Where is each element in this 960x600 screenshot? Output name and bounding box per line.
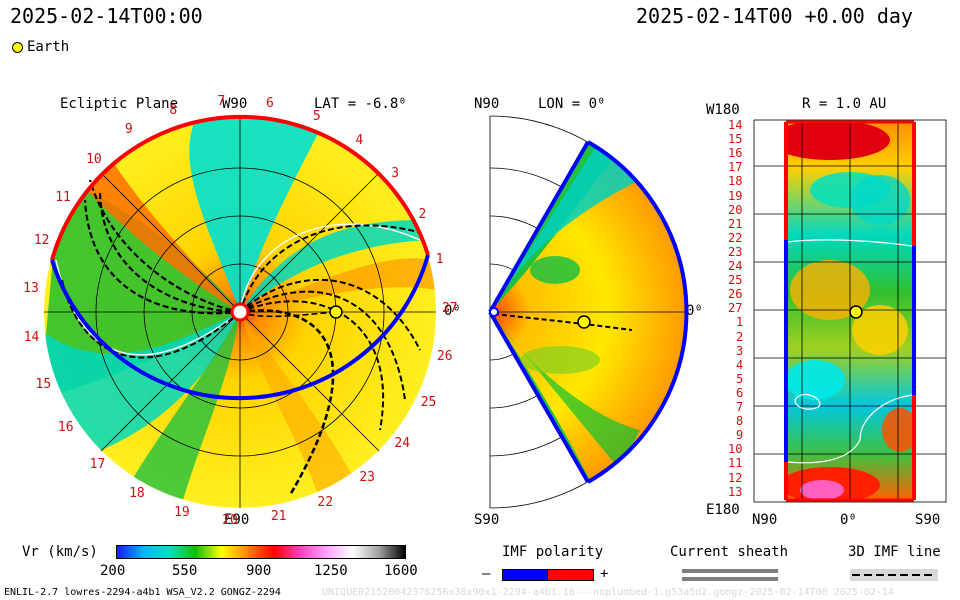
meridional-top-label: N90 <box>474 96 500 112</box>
rotation-label-26: 26 <box>436 349 453 365</box>
rotation-label-11: 11 <box>55 189 71 205</box>
radial-bottom-left: E180 <box>706 502 740 518</box>
meridional-earth-marker <box>577 315 591 329</box>
radial-y-label-10: 10 <box>728 442 743 457</box>
rotation-label-14: 14 <box>23 329 40 345</box>
radial-y-label-13: 13 <box>728 484 743 499</box>
left-date: 2025-02-14T00:00 <box>10 4 203 28</box>
rotation-label-12: 12 <box>33 233 50 249</box>
rotation-label-9: 9 <box>124 122 133 138</box>
radial-y-label-12: 12 <box>728 470 743 485</box>
radial-y-label-18: 18 <box>728 174 743 189</box>
radial-y-label-14: 14 <box>728 118 743 132</box>
earth-legend-label: Earth <box>27 39 70 55</box>
ecliptic-right-label: 0⁰ <box>444 303 461 319</box>
imf-polarity-negative-swatch <box>502 569 549 581</box>
radial-earth-marker <box>849 305 863 319</box>
rotation-label-17: 17 <box>89 457 106 473</box>
radial-y-label-27: 27 <box>728 301 743 316</box>
imf-polarity-minus: – <box>482 566 491 582</box>
rotation-label-7: 7 <box>217 93 226 109</box>
rotation-label-2: 2 <box>418 206 427 222</box>
rotation-label-16: 16 <box>57 420 74 436</box>
colorbar-label: Vr (km/s) <box>22 544 98 560</box>
rotation-label-10: 10 <box>86 151 102 167</box>
earth-marker-icon <box>12 41 23 53</box>
imf-line-swatch <box>850 569 938 581</box>
colorbar-tick-900: 900 <box>246 563 272 579</box>
radial-x-label-s90: S90 <box>915 512 941 528</box>
footer-faded: UNIQUE021520042376256x30x90x1-2294-a4b1.… <box>322 587 894 598</box>
meridional-bottom-label: S90 <box>474 512 500 528</box>
radial-y-label-22: 22 <box>728 230 743 245</box>
radial-x-label-n90: N90 <box>752 512 778 528</box>
rotation-label-20: 20 <box>222 512 238 528</box>
rotation-label-13: 13 <box>23 281 39 297</box>
rotation-label-19: 19 <box>174 504 190 520</box>
current-sheath-title: Current sheath <box>670 544 789 560</box>
radial-y-label-7: 7 <box>736 400 744 414</box>
radial-y-label-1: 1 <box>736 315 744 330</box>
ecliptic-lat-label: LAT = -6.8⁰ <box>314 96 407 112</box>
rotation-label-23: 23 <box>359 469 375 485</box>
rotation-label-22: 22 <box>317 494 334 510</box>
radial-y-label-9: 9 <box>736 428 744 443</box>
ecliptic-bottom-label: E90 <box>224 512 250 528</box>
rotation-label-21: 21 <box>270 509 287 525</box>
radial-y-label-17: 17 <box>728 160 743 175</box>
colorbar-tick-550: 550 <box>172 563 198 579</box>
radial-top-left: W180 <box>706 102 740 118</box>
colorbar-tick-1600: 1600 <box>384 563 418 579</box>
radial-y-label-26: 26 <box>728 287 743 302</box>
radial-y-label-16: 16 <box>728 146 743 161</box>
rotation-label-24: 24 <box>394 436 411 452</box>
radial-y-label-2: 2 <box>736 329 744 344</box>
rotation-label-25: 25 <box>420 395 437 411</box>
ecliptic-title: Ecliptic Plane <box>60 96 179 112</box>
radial-y-label-15: 15 <box>728 132 743 147</box>
rotation-label-5: 5 <box>312 109 321 125</box>
colorbar <box>116 545 406 559</box>
radial-y-label-11: 11 <box>728 456 743 471</box>
radial-y-label-21: 21 <box>728 216 743 231</box>
meridional-lon-label: LON = 0⁰ <box>538 96 606 112</box>
radial-y-label-20: 20 <box>728 202 743 217</box>
rotation-label-8: 8 <box>169 102 178 118</box>
radial-title: R = 1.0 AU <box>802 96 887 112</box>
footer-model: ENLIL-2.7 lowres-2294-a4b1 WSA_V2.2 GONG… <box>4 587 281 598</box>
rotation-label-1: 1 <box>435 252 444 268</box>
rotation-label-6: 6 <box>266 95 274 111</box>
rotation-label-3: 3 <box>391 166 400 182</box>
radial-y-label-19: 19 <box>728 188 743 203</box>
meridional-right-label: 0⁰ <box>686 303 703 319</box>
radial-y-label-5: 5 <box>736 371 744 386</box>
radial-y-label-8: 8 <box>736 414 744 429</box>
colorbar-tick-200: 200 <box>100 563 126 579</box>
rotation-label-18: 18 <box>129 486 145 502</box>
radial-y-label-4: 4 <box>736 357 744 372</box>
imf-polarity-positive-swatch <box>547 569 594 581</box>
radial-x-label-0: 0⁰ <box>840 512 857 528</box>
rotation-label-15: 15 <box>35 377 52 393</box>
radial-y-label-24: 24 <box>728 259 743 273</box>
earth-legend: Earth <box>12 39 69 55</box>
rotation-label-4: 4 <box>355 133 364 149</box>
rotation-label-27: 27 <box>441 300 458 316</box>
imf-polarity-plus: + <box>600 566 609 582</box>
ecliptic-top-label: W90 <box>222 96 248 112</box>
radial-y-label-6: 6 <box>736 385 744 400</box>
imf-polarity-title: IMF polarity <box>502 544 604 560</box>
radial-y-label-25: 25 <box>728 273 743 288</box>
current-sheath-swatch <box>682 569 778 581</box>
radial-y-label-3: 3 <box>736 343 744 358</box>
radial-y-label-23: 23 <box>728 244 743 259</box>
ecliptic-earth-marker <box>329 305 343 319</box>
right-date: 2025-02-14T00 +0.00 day <box>636 4 913 28</box>
colorbar-tick-1250: 1250 <box>314 563 348 579</box>
imf-line-title: 3D IMF line <box>848 544 941 560</box>
